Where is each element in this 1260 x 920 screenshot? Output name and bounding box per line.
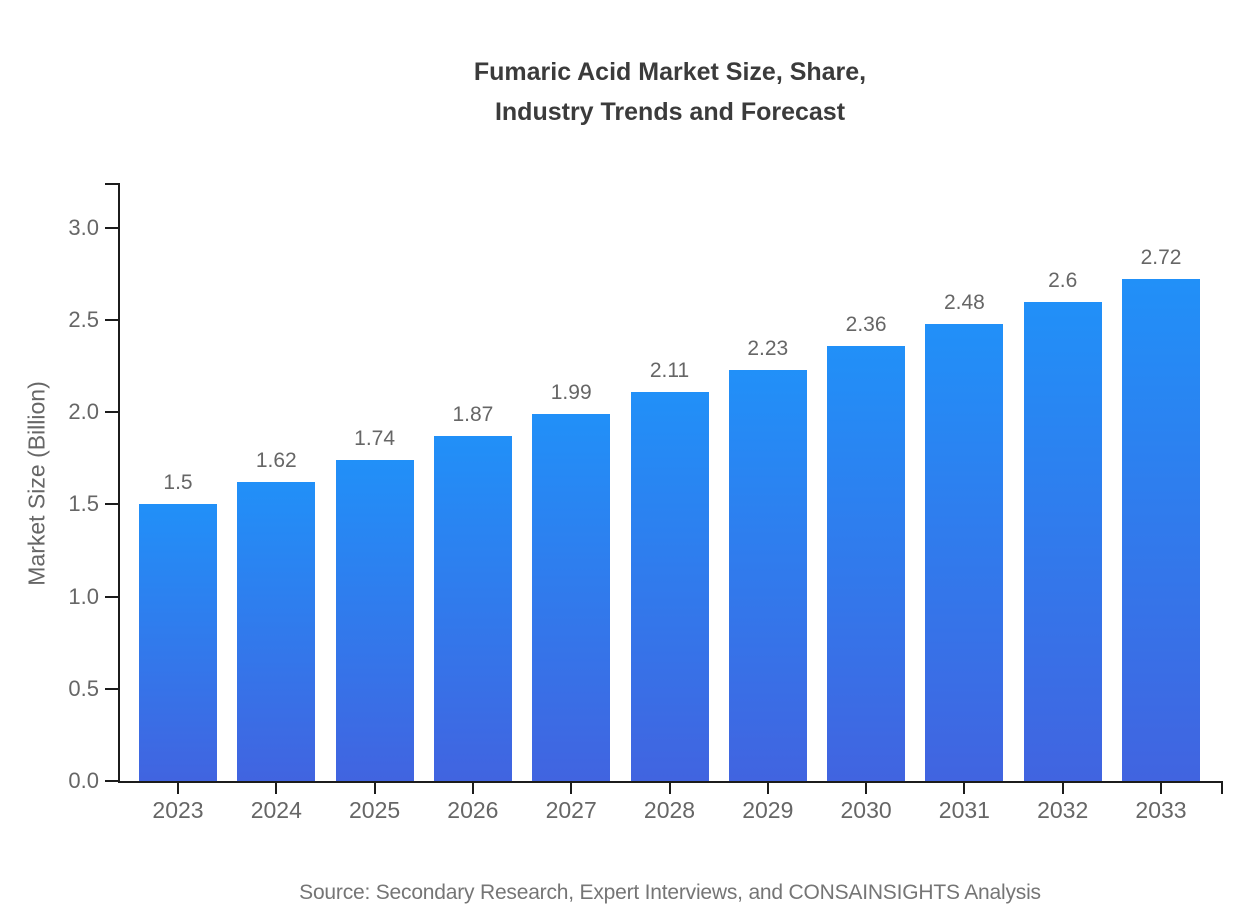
x-axis-end-cap	[1221, 781, 1223, 794]
y-tick	[105, 411, 118, 414]
x-tick	[570, 781, 573, 794]
x-tick	[471, 781, 474, 794]
x-tick	[1160, 781, 1162, 794]
bar-value-label: 1.87	[452, 403, 494, 427]
bar	[630, 391, 709, 781]
y-tick	[105, 780, 118, 782]
bar	[237, 482, 316, 781]
bar-value-label: 2.36	[845, 312, 887, 336]
x-tick-label: 2033	[1135, 797, 1187, 823]
bar	[1122, 279, 1200, 781]
x-tick	[177, 781, 179, 794]
chart-title: Fumaric Acid Market Size, Share, Industr…	[80, 52, 1260, 132]
y-tick-label: 3.0	[68, 214, 99, 240]
x-tick-label: 2028	[643, 797, 696, 823]
bar-value-label: 1.99	[550, 381, 592, 405]
bar-value-label: 1.62	[255, 449, 297, 473]
x-axis-spine	[118, 781, 1223, 783]
x-tick	[373, 781, 376, 794]
y-tick-label: 0.0	[68, 768, 99, 793]
x-tick	[668, 781, 671, 794]
bar	[139, 504, 217, 781]
bar	[925, 323, 1004, 781]
x-tick-label: 2024	[250, 797, 302, 823]
x-tick	[963, 781, 966, 794]
x-tick-label: 2023	[152, 797, 204, 823]
x-tick	[275, 781, 278, 794]
y-tick	[105, 687, 118, 690]
y-tick-label: 2.5	[68, 307, 99, 332]
x-tick-label: 2032	[1037, 797, 1089, 823]
y-axis-label: Market Size (Billion)	[23, 381, 50, 586]
bar-value-label: 2.11	[649, 358, 690, 382]
y-tick-label: 2.0	[68, 399, 99, 425]
x-tick-label: 2027	[545, 797, 597, 823]
y-tick	[105, 503, 118, 506]
bar	[827, 345, 906, 781]
x-tick-label: 2029	[742, 797, 794, 823]
x-tick	[865, 781, 868, 794]
bar	[335, 460, 414, 781]
bar	[433, 436, 512, 781]
x-tick	[766, 781, 769, 794]
bar-value-label: 2.23	[747, 336, 789, 360]
y-axis-spine	[118, 183, 120, 783]
x-tick	[1061, 781, 1064, 794]
source-note: Source: Secondary Research, Expert Inter…	[299, 881, 1041, 904]
y-tick	[105, 595, 118, 598]
x-tick-label: 2026	[447, 797, 499, 823]
chart-title-line-2: Industry Trends and Forecast	[494, 98, 846, 126]
bar-value-label: 1.74	[354, 427, 396, 451]
y-tick-label: 0.5	[68, 675, 99, 701]
bar-value-label: 1.5	[163, 471, 193, 495]
y-tick	[105, 226, 118, 229]
y-axis-end-cap	[105, 183, 118, 185]
bar	[728, 369, 807, 781]
x-tick-label: 2030	[840, 797, 892, 823]
y-tick-label: 1.0	[68, 583, 99, 609]
bar	[1023, 301, 1102, 781]
bar-value-label: 2.72	[1140, 246, 1182, 270]
x-tick-label: 2031	[938, 797, 990, 823]
bar-value-label: 2.6	[1048, 268, 1078, 292]
chart-title-line-1: Fumaric Acid Market Size, Share,	[473, 58, 867, 86]
bar	[532, 414, 611, 781]
bar-value-label: 2.48	[943, 290, 985, 314]
y-tick	[105, 319, 118, 321]
y-tick-label: 1.5	[68, 491, 99, 517]
x-tick-label: 2025	[349, 797, 401, 823]
